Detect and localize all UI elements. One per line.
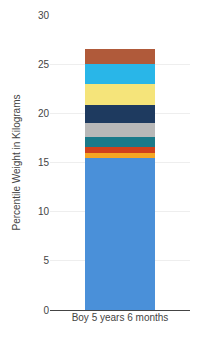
svg-text:5: 5 — [43, 255, 49, 266]
svg-text:15: 15 — [38, 157, 50, 168]
svg-text:20: 20 — [38, 108, 50, 119]
svg-text:Boy 5 years 6 months: Boy 5 years 6 months — [72, 312, 169, 323]
svg-text:0: 0 — [43, 305, 49, 316]
svg-text:Percentile Weight in Kilograms: Percentile Weight in Kilograms — [11, 95, 22, 231]
svg-text:25: 25 — [38, 59, 50, 70]
svg-text:10: 10 — [38, 206, 50, 217]
svg-text:30: 30 — [38, 10, 50, 21]
